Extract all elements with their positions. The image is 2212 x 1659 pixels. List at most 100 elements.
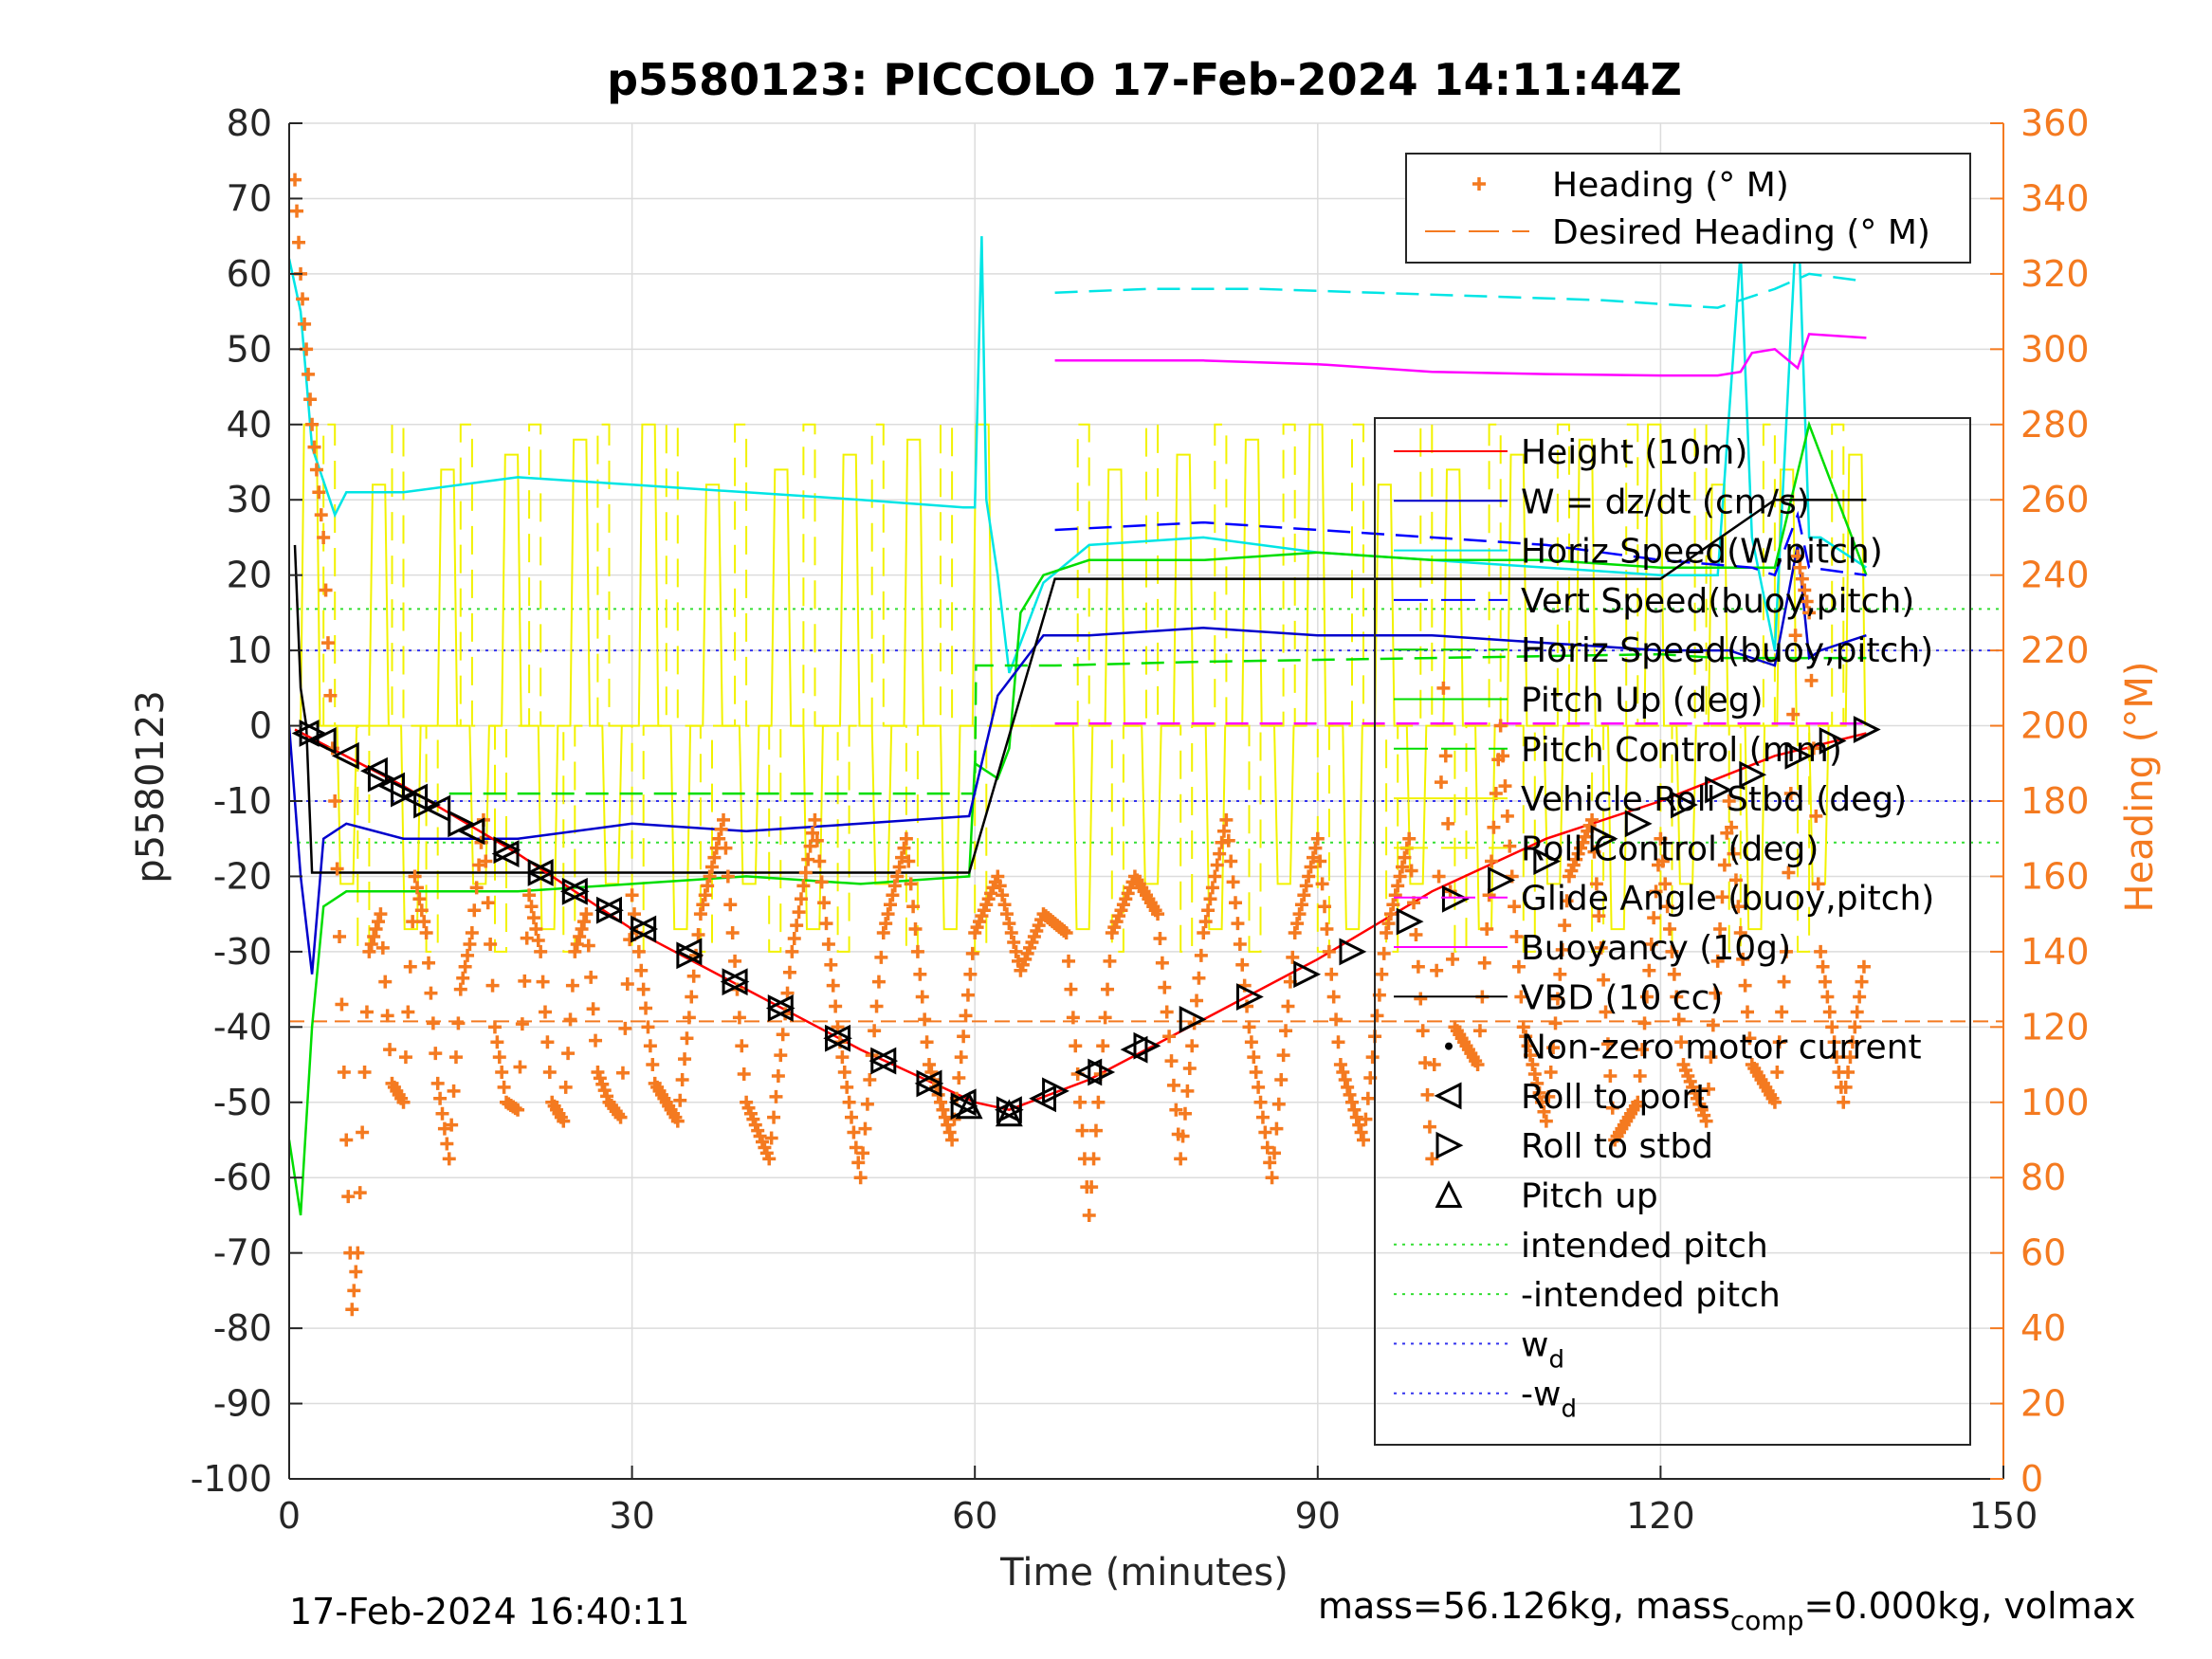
heading-point (1344, 1095, 1359, 1109)
roll-to-stbd-marker (1853, 716, 1881, 743)
x-axis-label: Time (minutes) (999, 1551, 1289, 1595)
roll-to-stbd-marker (870, 1047, 899, 1075)
roll-to-port-marker (457, 817, 485, 846)
heading-point (1310, 831, 1325, 846)
x-tick-label: 0 (278, 1495, 301, 1537)
heading-point (725, 926, 740, 940)
heading-point (639, 1001, 653, 1015)
roll-to-stbd-marker (1671, 791, 1698, 819)
heading-point (1349, 1110, 1363, 1124)
heading-legend-label: Heading (° M) (1552, 166, 1789, 205)
heading-point (1530, 1076, 1545, 1090)
heading-point (735, 1039, 749, 1053)
main-legend: Height (10m) W = dz/dt (cm/s) Horiz Speed(… (1374, 417, 1971, 1446)
heading-point (1663, 922, 1677, 937)
roll-to-port-marker (308, 727, 337, 755)
heading-point (333, 930, 347, 943)
heading-point (437, 1121, 451, 1136)
heading-point (620, 977, 634, 992)
heading-point (1197, 926, 1211, 940)
heading-point (641, 1020, 655, 1034)
heading-point (869, 999, 884, 1013)
heading-point (1215, 835, 1229, 849)
heading-point (997, 898, 1012, 912)
heading-point (589, 1033, 603, 1048)
heading-point (440, 1137, 454, 1151)
y2-tick-label: 60 (2020, 1232, 2066, 1274)
heading-point (1270, 1121, 1284, 1136)
heading-point (1306, 850, 1320, 865)
heading-point (568, 944, 582, 958)
heading-point (357, 1066, 372, 1079)
heading-point (719, 841, 733, 855)
y-tick-label: 70 (227, 177, 272, 219)
horiz-speed-buoy-line (1054, 272, 1867, 309)
heading-point (323, 688, 338, 702)
heading-point (634, 963, 649, 977)
heading-point (565, 978, 579, 993)
heading-point (963, 967, 978, 981)
heading-point (1855, 975, 1869, 989)
heading-point (1290, 917, 1305, 931)
heading-point (1802, 606, 1817, 620)
heading-point (1166, 1078, 1180, 1092)
pitch-up-marker (995, 1099, 1023, 1127)
heading-point (1098, 1011, 1112, 1025)
heading-point (410, 881, 424, 895)
heading-point (1519, 1030, 1533, 1044)
legend-label: Pitch up (1521, 1177, 1658, 1216)
heading-point (1843, 1050, 1857, 1065)
heading-point (1736, 952, 1750, 966)
heading-point (1438, 749, 1453, 763)
heading-point (1493, 719, 1508, 733)
heading-point (1210, 858, 1224, 872)
heading-point (959, 1009, 973, 1023)
heading-point (378, 975, 393, 989)
heading-point (1472, 1024, 1487, 1038)
heading-point (1722, 794, 1736, 808)
heading-point (636, 982, 650, 996)
glide-angle-line (1054, 333, 1867, 377)
heading-point (531, 933, 545, 947)
roll-to-port-marker (674, 938, 703, 966)
heading-point (703, 869, 717, 884)
legend-label: -intended pitch (1521, 1276, 1781, 1315)
heading-point (1770, 1066, 1784, 1079)
heading-point (1322, 944, 1336, 958)
heading-point (403, 959, 417, 974)
roll-to-stbd-marker (1088, 1058, 1116, 1086)
heading-point (686, 969, 701, 983)
roll-to-stbd-marker (367, 764, 395, 793)
heading-point (1599, 1005, 1613, 1019)
heading-point (1642, 963, 1656, 977)
heading-point (1229, 896, 1243, 910)
heading-point (1416, 1024, 1430, 1038)
heading-point (1085, 1180, 1099, 1194)
heading-point (1007, 935, 1021, 949)
chart-title: p5580123: PICCOLO 17-Feb-2024 14:11:44Z (607, 54, 1682, 105)
legend-label: Roll to port (1521, 1078, 1709, 1117)
heading-point (1738, 978, 1752, 993)
heading-point (1347, 1103, 1362, 1117)
heading-point (490, 1035, 504, 1049)
heading-point (1713, 922, 1728, 937)
heading-point (424, 986, 438, 1000)
heading-point (1830, 1050, 1844, 1065)
heading-point (1391, 879, 1405, 893)
heading-point (309, 463, 323, 477)
heading-point (1471, 1058, 1485, 1072)
heading-point (1059, 926, 1073, 940)
heading-point (1194, 948, 1208, 962)
heading-point (472, 858, 486, 872)
heading-point (1069, 1039, 1083, 1053)
roll-to-port-marker (423, 794, 451, 823)
heading-point (1281, 999, 1295, 1013)
heading-point (868, 1024, 882, 1038)
heading-point (1710, 954, 1725, 968)
heading-point (1343, 1087, 1357, 1102)
heading-point (874, 950, 888, 964)
heading-point (1192, 971, 1206, 985)
legend-label: Non-zero motor current (1521, 1029, 1922, 1067)
heading-point (1654, 831, 1668, 846)
heading-point (837, 1066, 851, 1079)
